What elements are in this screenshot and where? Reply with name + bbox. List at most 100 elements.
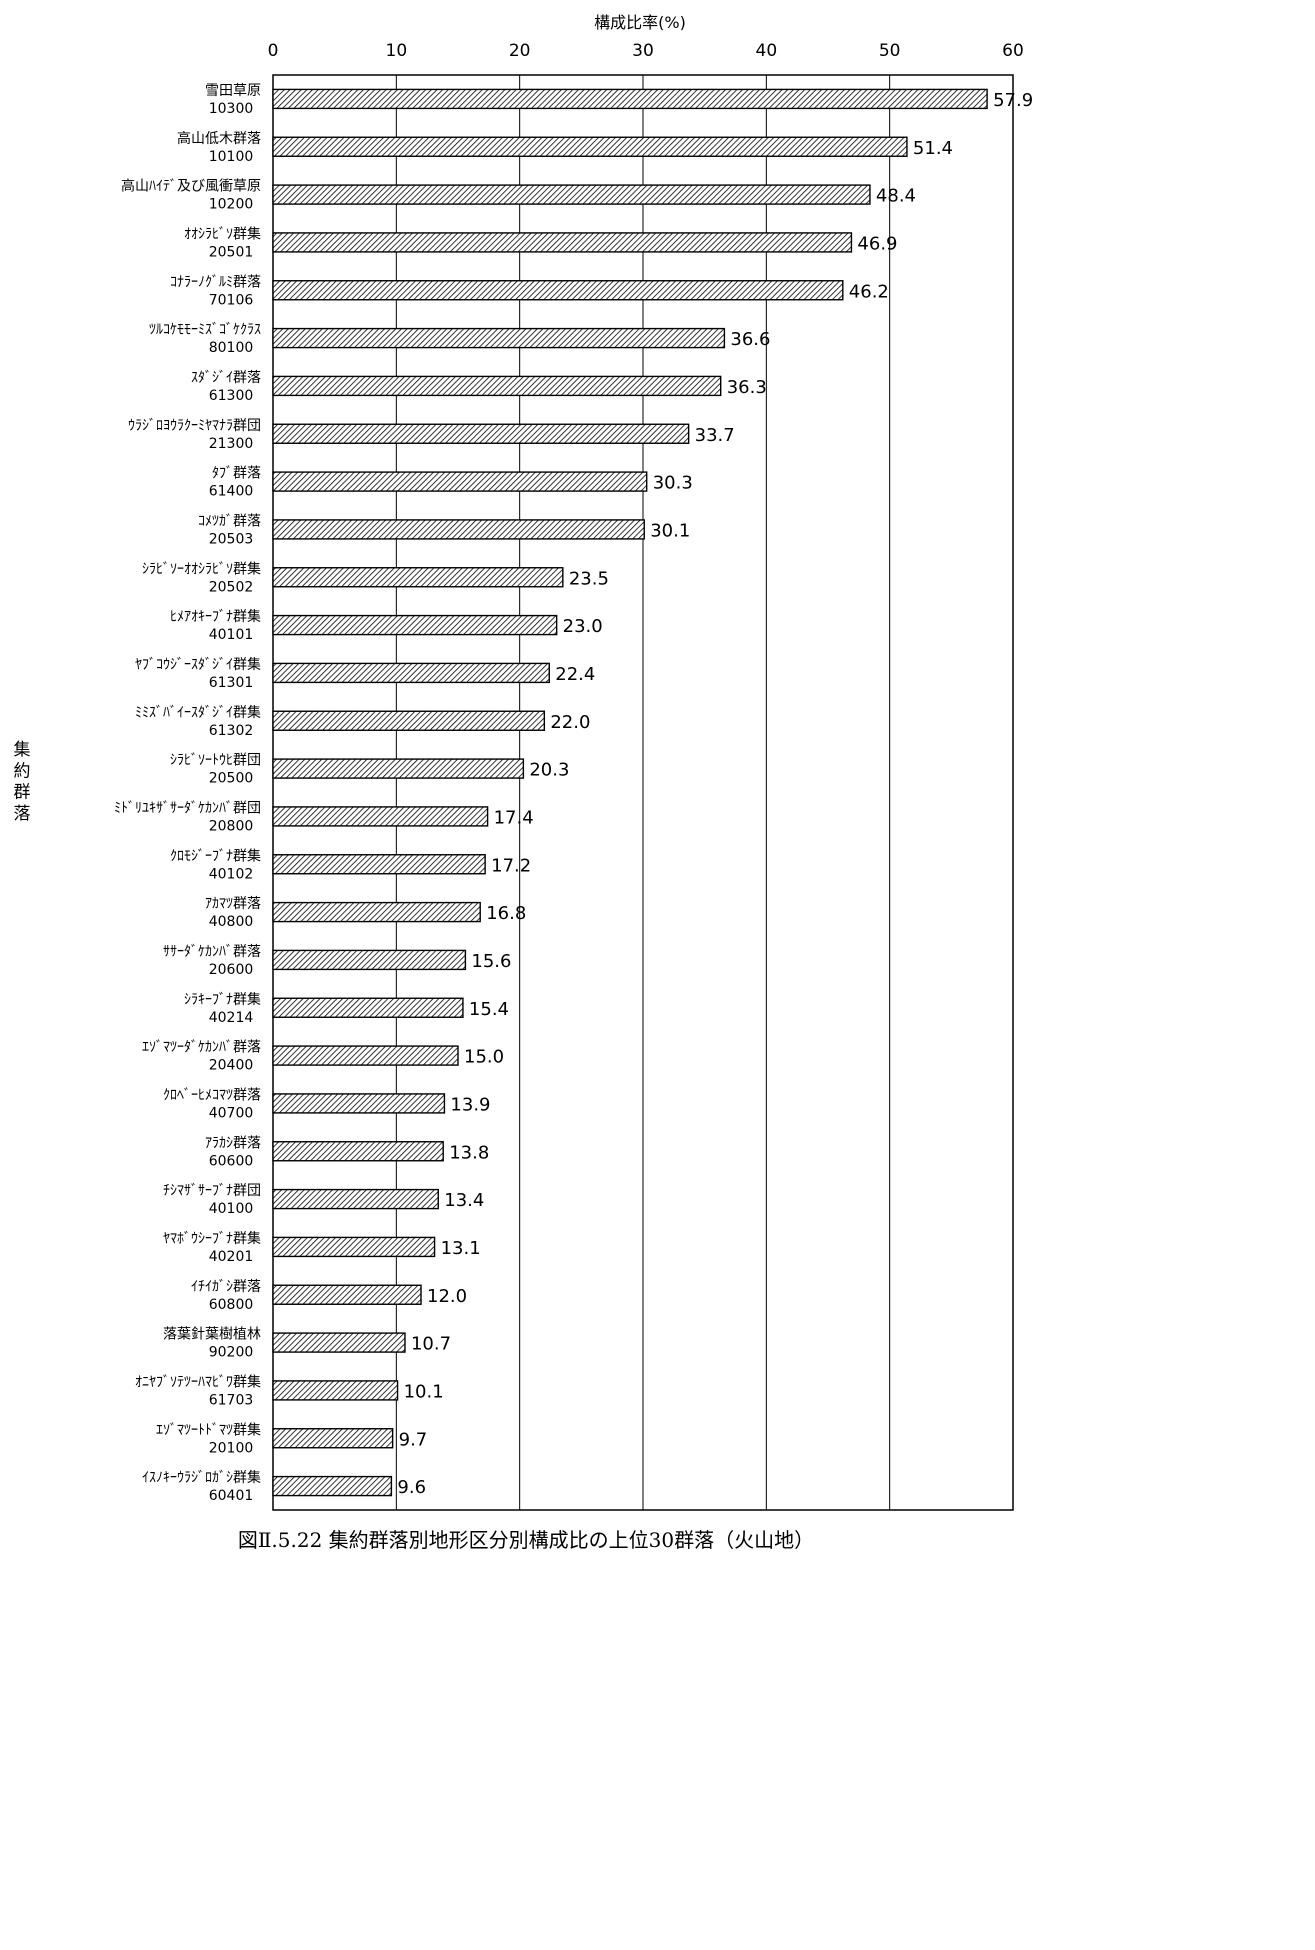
category-code: 40214 xyxy=(209,1010,254,1026)
value-label: 57.9 xyxy=(993,90,1033,111)
category-name: ﾋﾒｱｵｷｰﾌﾞﾅ群集 xyxy=(170,608,261,625)
category-name: 高山低木群落 xyxy=(177,130,261,147)
value-label: 23.5 xyxy=(569,568,609,589)
bar xyxy=(272,710,546,731)
x-tick-label: 50 xyxy=(879,41,901,61)
bar xyxy=(272,854,486,875)
category-name: ｺﾒﾂｶﾞ群落 xyxy=(198,513,261,529)
value-label: 30.1 xyxy=(650,520,690,541)
value-label: 23.0 xyxy=(563,616,603,637)
category-name: 落葉針葉樹植林 xyxy=(163,1327,261,1343)
bar xyxy=(272,1284,422,1305)
value-label: 51.4 xyxy=(913,138,953,159)
bar xyxy=(272,997,464,1018)
x-tick-label: 60 xyxy=(1002,41,1024,61)
bar-chart: 構成比率(%) 0 10 20 30 40 50 60 57.9 51.4 48.4 46.9 46… xyxy=(14,13,1034,1552)
bar xyxy=(272,327,726,349)
category-code: 80100 xyxy=(209,340,254,356)
category-code: 70106 xyxy=(209,292,254,308)
bar xyxy=(272,232,853,253)
bar xyxy=(272,1332,406,1353)
category-name: ｼﾗｷｰﾌﾞﾅ群集 xyxy=(184,991,261,1008)
value-label: 10.7 xyxy=(411,1334,451,1355)
bar-series xyxy=(272,88,988,1497)
value-label: 13.4 xyxy=(444,1190,484,1211)
value-label: 16.8 xyxy=(486,903,526,924)
bar xyxy=(272,280,844,301)
value-label: 46.2 xyxy=(849,281,889,302)
value-label: 10.1 xyxy=(404,1381,444,1402)
category-name: ｸﾛﾓｼﾞｰﾌﾞﾅ群集 xyxy=(170,847,261,864)
category-name: ｳﾗｼﾞﾛﾖｳﾗｸｰﾐﾔﾏﾅﾗ群団 xyxy=(128,418,261,434)
value-label: 9.7 xyxy=(399,1429,428,1450)
category-name: ﾐﾄﾞﾘﾕｷｻﾞｻｰﾀﾞｹｶﾝﾊﾞ群団 xyxy=(114,800,261,816)
x-tick-label: 40 xyxy=(756,41,778,61)
category-code: 21300 xyxy=(209,436,254,452)
category-code: 40102 xyxy=(209,866,254,882)
category-code: 61301 xyxy=(209,675,254,691)
bar xyxy=(272,1236,436,1258)
category-name: ｴｿﾞﾏﾂｰﾄﾄﾞﾏﾂ群集 xyxy=(156,1421,261,1438)
category-name: ｺﾅﾗｰﾉｸﾞﾙﾐ群落 xyxy=(170,274,261,290)
value-label: 33.7 xyxy=(695,425,735,446)
category-name: ｲｽﾉｷｰｳﾗｼﾞﾛｶﾞｼ群集 xyxy=(142,1469,261,1486)
category-code: 40100 xyxy=(209,1201,254,1217)
category-name: ｸﾛﾍﾞｰﾋﾒｺﾏﾂ群落 xyxy=(163,1087,261,1103)
category-code: 61703 xyxy=(209,1392,254,1408)
bar xyxy=(272,949,467,971)
category-code: 20500 xyxy=(209,771,254,787)
category-code: 20503 xyxy=(209,531,254,547)
bar xyxy=(272,88,988,110)
value-label: 9.6 xyxy=(397,1477,426,1498)
category-code: 20800 xyxy=(209,818,254,834)
bar xyxy=(272,136,908,157)
value-label: 20.3 xyxy=(529,760,569,781)
bar xyxy=(272,1380,399,1401)
category-name: ｼﾗﾋﾞｿｰﾄｳﾋ群団 xyxy=(170,753,261,769)
category-name: ﾂﾙｺｹﾓﾓｰﾐｽﾞｺﾞｹｸﾗｽ xyxy=(149,322,261,338)
category-code: 20600 xyxy=(209,962,254,978)
value-label: 46.9 xyxy=(857,233,897,254)
bar xyxy=(272,806,489,827)
value-label: 30.3 xyxy=(653,473,693,494)
value-label: 17.2 xyxy=(491,855,531,876)
value-label: 12.0 xyxy=(427,1286,467,1307)
category-name: ﾔﾌﾞｺｳｼﾞｰｽﾀﾞｼﾞｲ群集 xyxy=(135,656,261,673)
value-label: 22.4 xyxy=(555,664,595,685)
category-code: 40101 xyxy=(209,627,254,643)
category-name: ｵﾆﾔﾌﾞｿﾃﾂｰﾊﾏﾋﾞﾜ群集 xyxy=(135,1373,261,1390)
value-label: 17.4 xyxy=(494,807,534,828)
category-code: 61300 xyxy=(209,388,254,404)
category-code: 61302 xyxy=(209,723,254,739)
bar xyxy=(272,423,690,444)
category-name: ﾔﾏﾎﾞｳｼｰﾌﾞﾅ群集 xyxy=(163,1230,261,1247)
bar xyxy=(272,184,871,205)
gridlines xyxy=(395,75,891,1510)
value-label: 13.8 xyxy=(449,1142,489,1163)
bar xyxy=(272,901,481,923)
category-name: 雪田草原 xyxy=(205,83,261,99)
bar xyxy=(272,1188,439,1210)
category-name: ｵｵｼﾗﾋﾞｿ群集 xyxy=(184,225,261,242)
value-label: 15.6 xyxy=(471,951,511,972)
category-name: 高山ﾊｲﾃﾞ及び風衝草原 xyxy=(121,178,261,195)
category-code: 10200 xyxy=(209,197,254,213)
category-name: ﾁｼﾏｻﾞｻｰﾌﾞﾅ群団 xyxy=(163,1183,261,1199)
bar xyxy=(272,519,645,540)
category-code: 20501 xyxy=(209,244,254,260)
x-tick-label: 10 xyxy=(386,41,408,61)
bar xyxy=(272,1428,394,1449)
bar xyxy=(272,375,722,397)
bar xyxy=(272,1475,393,1497)
x-tick-label: 20 xyxy=(509,41,531,61)
category-name: ｻｻｰﾀﾞｹｶﾝﾊﾞ群落 xyxy=(163,944,261,960)
category-code: 10300 xyxy=(209,101,254,117)
value-label: 15.0 xyxy=(464,1047,504,1068)
category-code: 61400 xyxy=(209,484,254,500)
value-label: 13.9 xyxy=(450,1094,490,1115)
category-code: 40201 xyxy=(209,1249,254,1265)
category-code: 90200 xyxy=(209,1345,254,1361)
bar xyxy=(272,614,558,636)
value-label: 36.3 xyxy=(727,377,767,398)
figure-caption: 図Ⅱ.5.22 集約群落別地形区分別構成比の上位30群落（火山地） xyxy=(238,1528,814,1552)
